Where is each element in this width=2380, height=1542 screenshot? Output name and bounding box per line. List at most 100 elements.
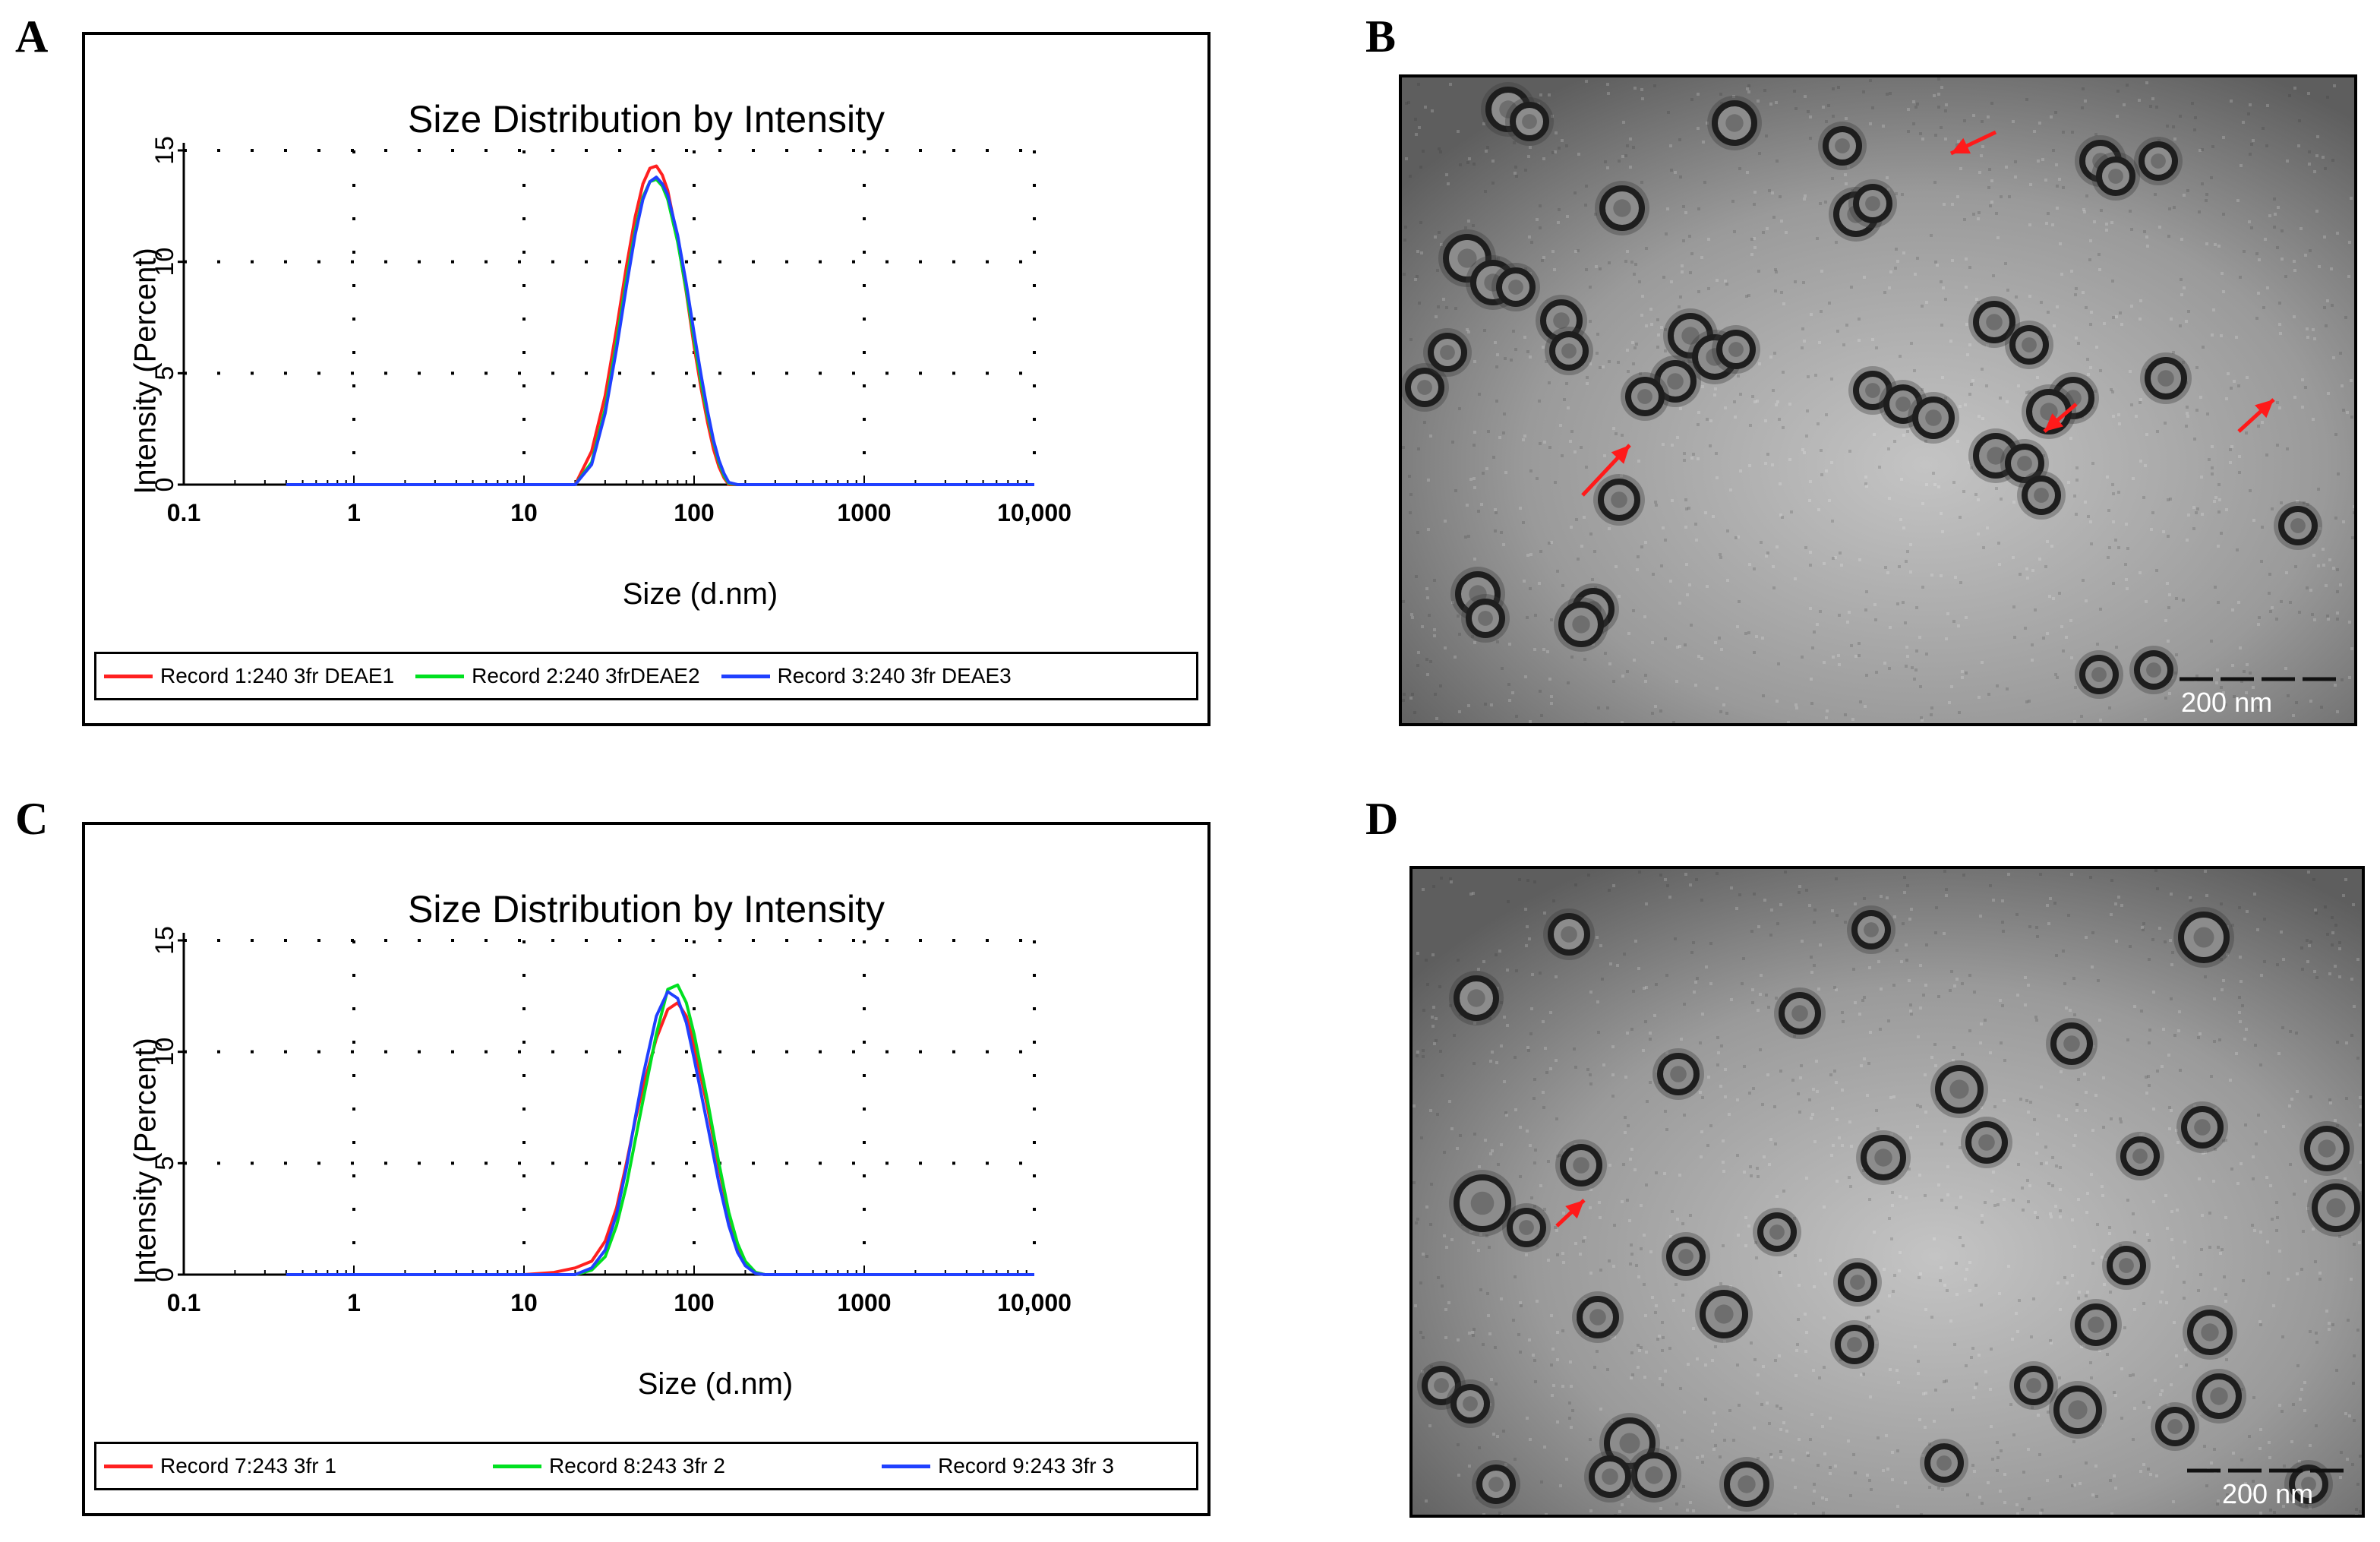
tem-grain: [1959, 1236, 1962, 1239]
tem-grain: [2174, 671, 2177, 675]
tem-grain: [1768, 189, 1771, 192]
tem-grain: [1905, 1196, 1908, 1199]
tem-grain: [2175, 1129, 2178, 1132]
tem-grain: [2211, 445, 2214, 448]
tem-grain: [1937, 995, 1940, 998]
tem-grain: [1449, 83, 1452, 86]
tem-grain: [1676, 646, 1679, 649]
tem-grain: [1402, 600, 1405, 603]
tem-grain: [1898, 565, 1901, 568]
tem-grain: [2252, 686, 2255, 689]
tem-grain: [1459, 163, 1462, 166]
tem-grain: [1863, 897, 1866, 900]
tem-grain: [1937, 77, 1940, 81]
tem-grain: [2036, 1133, 2039, 1136]
tem-grain: [1404, 226, 1407, 229]
tem-grain: [1413, 1181, 1416, 1184]
tem-grain: [2336, 1124, 2339, 1127]
tem-grain: [2182, 599, 2185, 602]
tem-grain: [1875, 1109, 1878, 1112]
tem-grain: [1943, 1380, 1946, 1383]
tem-grain: [1955, 1293, 1959, 1296]
tem-grain: [2065, 1006, 2068, 1010]
tem-grain: [1732, 95, 1735, 98]
tem-grain: [1990, 201, 1993, 204]
tem-grain: [2192, 506, 2195, 509]
tem-grain: [1674, 171, 1677, 174]
tem-grain: [1457, 1474, 1460, 1477]
tem-grain: [2019, 1098, 2022, 1101]
tem-grain: [2305, 1504, 2308, 1507]
tem-grain: [1485, 150, 1488, 153]
tem-grain: [2231, 608, 2234, 611]
tem-grain: [2201, 1214, 2204, 1217]
tem-grain: [1427, 528, 1430, 531]
tem-grain: [2178, 1010, 2181, 1013]
tem-grain: [1757, 100, 1760, 103]
tem-grain: [2044, 179, 2047, 182]
tem-grain: [2227, 372, 2230, 375]
tem-grain: [1561, 1252, 1564, 1255]
particle-core: [1925, 409, 1942, 426]
tem-grain: [1664, 878, 1667, 881]
tem-grain: [1945, 894, 1948, 897]
tem-grain: [1654, 705, 1657, 708]
tem-grain: [1532, 1354, 1535, 1357]
tem-grain: [2169, 498, 2172, 501]
tem-grain: [1551, 151, 1555, 154]
tem-grain: [2352, 1382, 2355, 1385]
tem-grain: [1685, 563, 1688, 566]
tem-grain: [2071, 1274, 2074, 1277]
tem-grain: [1522, 438, 1525, 441]
tem-grain: [1809, 480, 1812, 483]
y-tick-label: 0: [150, 478, 179, 492]
tem-grain: [2249, 671, 2252, 675]
tem-grain: [2083, 1073, 2086, 1076]
tem-grain: [2185, 1363, 2188, 1367]
tem-grain: [2240, 164, 2243, 167]
tem-grain: [1434, 693, 1437, 696]
tem-grain: [1556, 1155, 1559, 1158]
tem-grain: [1679, 175, 1682, 179]
tem-grain: [2151, 511, 2154, 514]
tem-grain: [1977, 532, 1980, 536]
tem-grain: [1883, 662, 1886, 665]
tem-grain: [1868, 1198, 1871, 1201]
tem-grain: [2278, 302, 2281, 305]
tem-grain: [1637, 1366, 1640, 1369]
tem-grain: [1630, 1376, 1633, 1379]
tem-grain: [1809, 137, 1812, 140]
tem-grain: [2038, 558, 2041, 561]
tem-grain: [2210, 176, 2213, 179]
tem-grain: [1990, 179, 1993, 182]
tem-grain: [1409, 493, 1413, 496]
tem-grain: [1930, 574, 1933, 577]
tem-grain: [2139, 401, 2142, 404]
tem-grain: [1719, 1455, 1722, 1458]
tem-grain: [1589, 1206, 1592, 1209]
tem-grain: [1725, 283, 1728, 286]
tem-grain: [1801, 346, 1804, 349]
tem-grain: [2268, 1456, 2271, 1459]
tem-grain: [2214, 1288, 2217, 1291]
tem-grain: [1813, 1483, 1816, 1486]
tem-grain: [1945, 103, 1948, 106]
tem-grain: [2315, 154, 2318, 157]
tem-grain: [1936, 264, 1939, 267]
tem-grain: [1961, 670, 1964, 673]
tem-grain: [1919, 685, 1922, 688]
particle-core: [2318, 1139, 2336, 1158]
tem-grain: [1664, 637, 1667, 640]
tem-grain: [1959, 167, 1962, 170]
tem-grain: [1496, 640, 1499, 643]
tem-grain: [1454, 656, 1457, 659]
tem-grain: [1709, 419, 1712, 422]
tem-grain: [2277, 1052, 2281, 1055]
tem-grain: [1450, 1127, 1454, 1130]
tem-grain: [2205, 193, 2208, 196]
tem-grain: [1506, 1024, 1509, 1027]
tem-grain: [1804, 1350, 1807, 1353]
tem-grain: [1890, 1133, 1893, 1136]
tem-grain: [2180, 278, 2183, 281]
legend-swatch-green: [415, 674, 465, 678]
